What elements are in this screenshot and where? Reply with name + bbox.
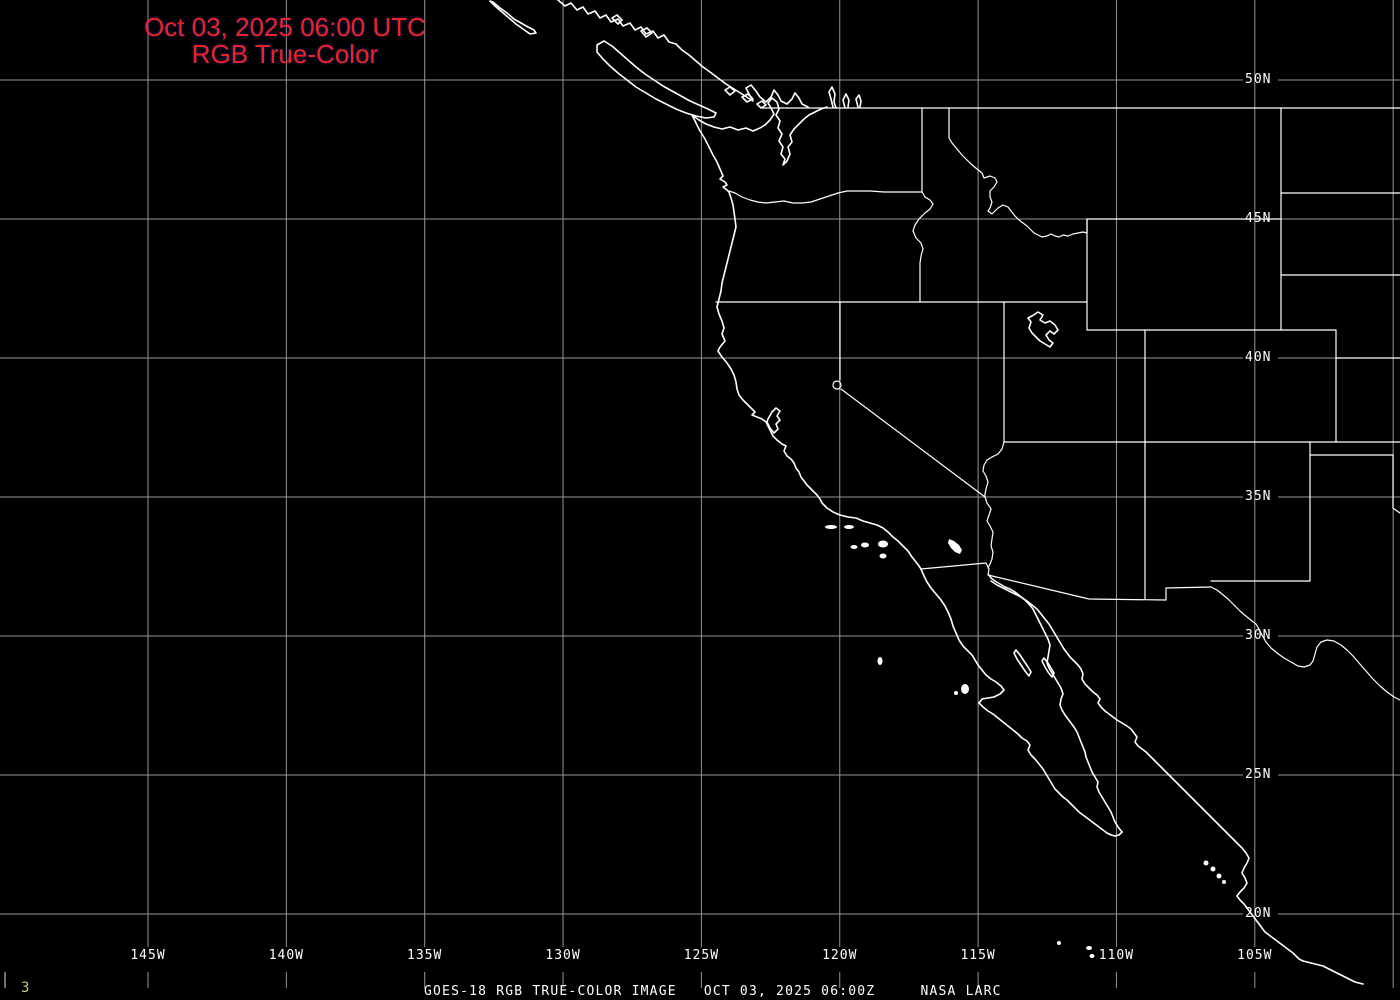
lon-label: 105W — [1237, 948, 1273, 963]
lon-label: 125W — [683, 948, 720, 963]
lat-label: 25N — [1245, 767, 1272, 782]
lat-label: 40N — [1245, 350, 1272, 365]
lat-label: 30N — [1245, 628, 1272, 643]
lon-label: 145W — [130, 948, 166, 963]
lon-label: 115W — [960, 948, 996, 963]
bottom-caption: GOES-18 RGB TRUE-COLOR IMAGE OCT 03, 202… — [424, 984, 1002, 999]
lon-label: 110W — [1098, 948, 1135, 963]
lat-label: 20N — [1245, 906, 1272, 921]
title-datetime: Oct 03, 2025 06:00 UTC — [144, 12, 426, 42]
image-title: Oct 03, 2025 06:00 UTC RGB True-Color — [144, 14, 426, 68]
lat-label: 35N — [1245, 489, 1272, 504]
islands — [825, 525, 1226, 958]
lat-label: 50N — [1245, 72, 1272, 87]
coastline-path — [489, 0, 1364, 985]
lon-label: 140W — [268, 948, 304, 963]
lon-label: 130W — [545, 948, 581, 963]
lon-label: 120W — [822, 948, 858, 963]
frame-number: 3 — [21, 980, 30, 996]
lon-label: 135W — [407, 948, 443, 963]
title-product: RGB True-Color — [191, 39, 379, 69]
lat-label: 45N — [1245, 211, 1272, 226]
state-borders-path — [715, 107, 1400, 701]
